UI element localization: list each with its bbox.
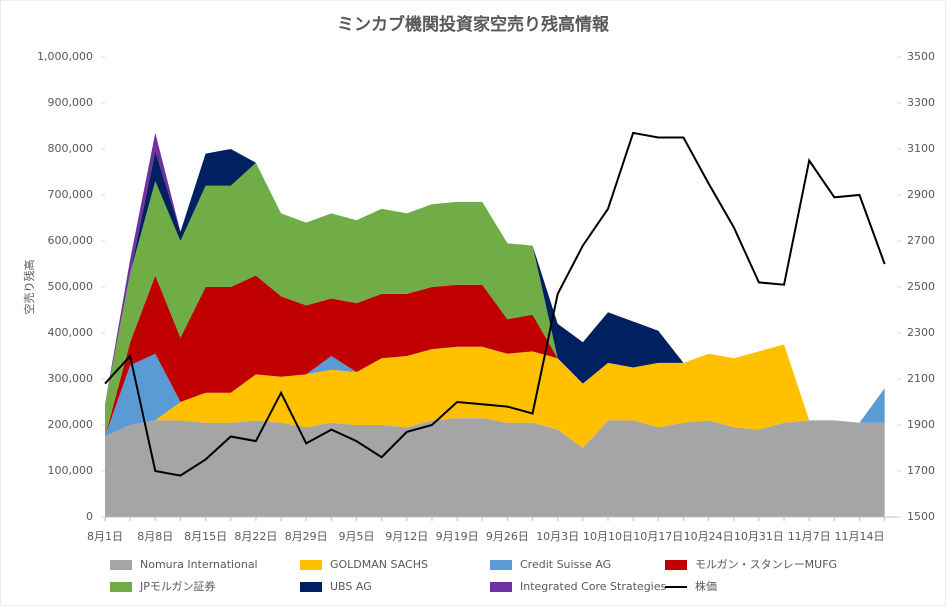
x-tick-label: 11月7日: [788, 530, 831, 543]
legend-marker: [490, 582, 512, 592]
y-tick-label: 1,000,000: [37, 50, 93, 63]
legend-label: Nomura International: [140, 558, 258, 571]
y-tick-label: 700,000: [48, 188, 94, 201]
y2-tick-label: 3100: [907, 142, 935, 155]
x-tick-label: 8月22日: [234, 530, 277, 543]
y-tick-label: 200,000: [48, 418, 94, 431]
x-tick-label: 10月10日: [583, 530, 633, 543]
legend-marker: [300, 560, 322, 570]
y-tick-label: 800,000: [48, 142, 94, 155]
y2-tick-label: 1700: [907, 464, 935, 477]
legend-label: UBS AG: [330, 580, 372, 593]
y2-tick-label: 2500: [907, 280, 935, 293]
y-axis-label: 空売り残高: [22, 260, 36, 315]
x-tick-label: 8月8日: [137, 530, 173, 543]
x-tick-label: 10月3日: [536, 530, 579, 543]
x-tick-label: 9月26日: [486, 530, 529, 543]
legend-marker: [665, 560, 687, 570]
x-tick-label: 10月31日: [734, 530, 784, 543]
x-tick-label: 9月19日: [436, 530, 479, 543]
legend-marker: [110, 582, 132, 592]
x-tick-label: 10月17日: [633, 530, 683, 543]
legend-marker: [110, 560, 132, 570]
x-tick-label: 8月15日: [184, 530, 227, 543]
x-tick-label: 9月5日: [339, 530, 375, 543]
chart-title: ミンカブ機関投資家空売り残高情報: [337, 14, 610, 35]
y2-tick-label: 1900: [907, 418, 935, 431]
legend-label: モルガン・スタンレーMUFG: [695, 558, 837, 571]
y2-tick-label: 3500: [907, 50, 935, 63]
y2-tick-label: 1500: [907, 510, 935, 523]
y-tick-label: 100,000: [48, 464, 94, 477]
y2-tick-label: 2100: [907, 372, 935, 385]
y-tick-label: 400,000: [48, 326, 94, 339]
area: [105, 162, 885, 437]
area: [105, 344, 885, 448]
legend-label: Integrated Core Strategies: [520, 580, 667, 593]
x-tick-label: 8月29日: [285, 530, 328, 543]
y2-tick-label: 2700: [907, 234, 935, 247]
x-tick-label: 8月1日: [87, 530, 123, 543]
y-tick-label: 600,000: [48, 234, 94, 247]
y-tick-label: 0: [86, 510, 93, 523]
area: [105, 418, 885, 517]
y2-tick-label: 3300: [907, 96, 935, 109]
legend-marker: [300, 582, 322, 592]
y-tick-label: 900,000: [48, 96, 94, 109]
x-tick-label: 9月12日: [385, 530, 428, 543]
line: [104, 131, 886, 477]
legend-label: GOLDMAN SACHS: [330, 558, 428, 571]
y-tick-label: 300,000: [48, 372, 94, 385]
y2-tick-label: 2300: [907, 326, 935, 339]
area: [105, 275, 885, 437]
legend-label: 株価: [695, 579, 717, 593]
legend-label: Credit Suisse AG: [520, 558, 611, 571]
legend-label: JPモルガン証券: [139, 579, 216, 593]
x-tick-label: 11月14日: [835, 530, 885, 543]
x-tick-label: 10月24日: [684, 530, 734, 543]
y-tick-label: 500,000: [48, 280, 94, 293]
legend-marker: [490, 560, 512, 570]
y2-tick-label: 2900: [907, 188, 935, 201]
